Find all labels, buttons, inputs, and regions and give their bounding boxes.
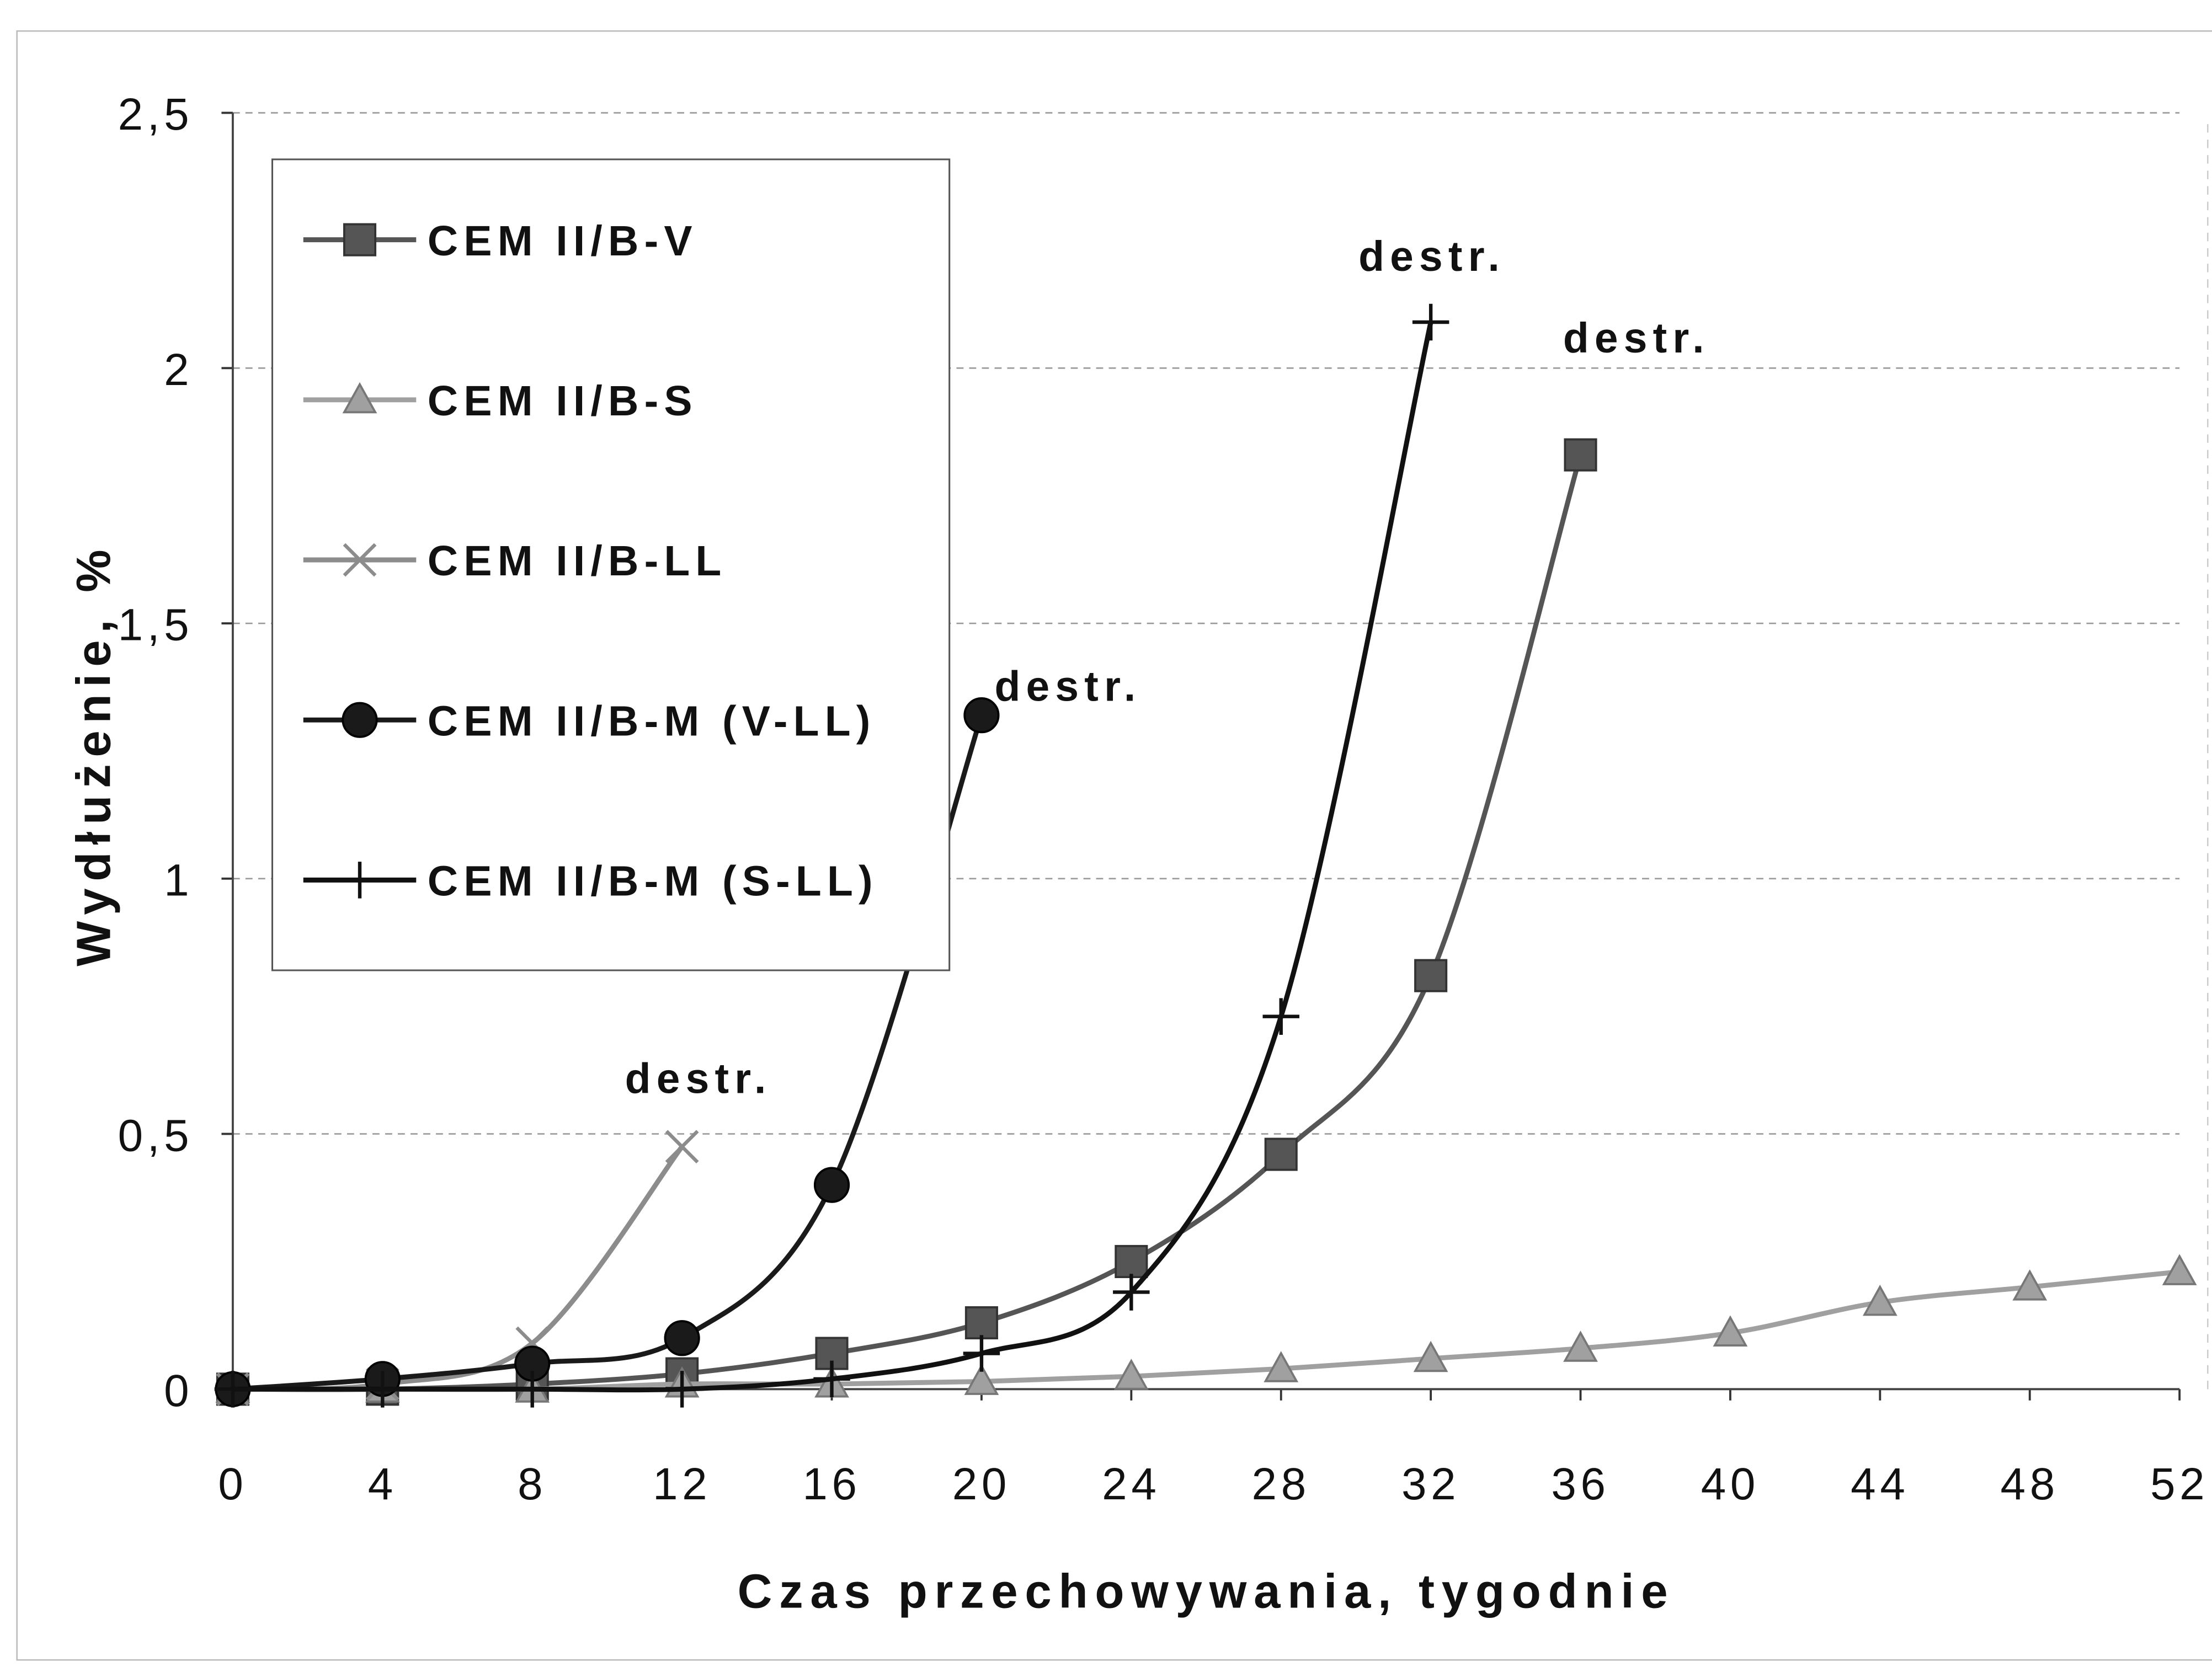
marker [1564,438,1597,472]
marker [964,1306,998,1340]
marker [665,1130,699,1164]
y-tick-label: 1,5 [118,600,194,650]
marker [2162,1254,2197,1285]
marker [813,1167,850,1203]
marker [964,1364,999,1395]
legend-label: CEM II/B-LL [428,538,727,585]
marker [342,702,378,738]
marker [1264,1351,1299,1382]
annotation: destr. [625,1055,772,1102]
marker [1713,1315,1748,1347]
marker [364,1371,401,1408]
marker [1115,1244,1148,1278]
marker [1563,1331,1598,1362]
marker [514,1371,551,1408]
legend-label: CEM II/B-V [428,218,698,265]
marker [1412,303,1449,341]
legend-label: CEM II/B-M (V-LL) [428,698,876,745]
y-tick-label: 2 [164,345,193,395]
x-axis-title: Czas przechowywania, tygodnie [738,1565,1675,1618]
marker [813,1360,850,1398]
marker [2012,1269,2048,1301]
marker [1113,1274,1150,1311]
legend-label: CEM II/B-S [428,378,698,425]
y-tick-label: 1 [164,855,193,905]
y-axis-title: Wydłużenie, % [67,543,120,966]
x-tick-label: 44 [1851,1459,1909,1509]
marker [963,697,1000,734]
annotation: destr. [1358,233,1505,280]
x-tick-label: 16 [802,1459,861,1509]
x-tick-label: 12 [653,1459,711,1509]
annotation: destr. [1563,315,1710,362]
x-tick-label: 0 [218,1459,247,1509]
x-tick-label: 24 [1102,1459,1160,1509]
legend: CEM II/B-V CEM II/B-S CEM II/B-LL CEM II/B-… [271,158,951,971]
legend-box [271,158,951,971]
frame [16,30,2212,1661]
annotation: destr. [994,664,1141,710]
marker [343,543,377,577]
x-tick-label: 32 [1401,1459,1460,1509]
x-tick-label: 52 [2150,1459,2209,1509]
y-tick-label: 0 [164,1366,193,1416]
marker [343,223,377,257]
x-tick-label: 8 [518,1459,547,1509]
marker [1413,1340,1448,1372]
y-tick-label: 2,5 [118,89,194,140]
x-tick-label: 36 [1551,1459,1609,1509]
marker [1264,1137,1298,1171]
x-tick-label: 40 [1701,1459,1760,1509]
marker [1414,959,1448,992]
marker [341,862,379,899]
x-tick-label: 4 [368,1459,397,1509]
marker [214,1371,252,1408]
marker [342,382,377,414]
marker [664,1320,700,1356]
marker [963,1335,1000,1372]
legend-label: CEM II/B-M (S-LL) [428,858,878,905]
x-tick-label: 48 [2001,1459,2059,1509]
marker [1113,1359,1149,1390]
marker [663,1371,701,1408]
x-tick-label: 28 [1252,1459,1310,1509]
series-line [232,322,1433,1393]
y-tick-label: 0,5 [118,1110,194,1161]
marker [1262,998,1299,1035]
x-tick-label: 20 [952,1459,1011,1509]
marker [1862,1284,1897,1316]
